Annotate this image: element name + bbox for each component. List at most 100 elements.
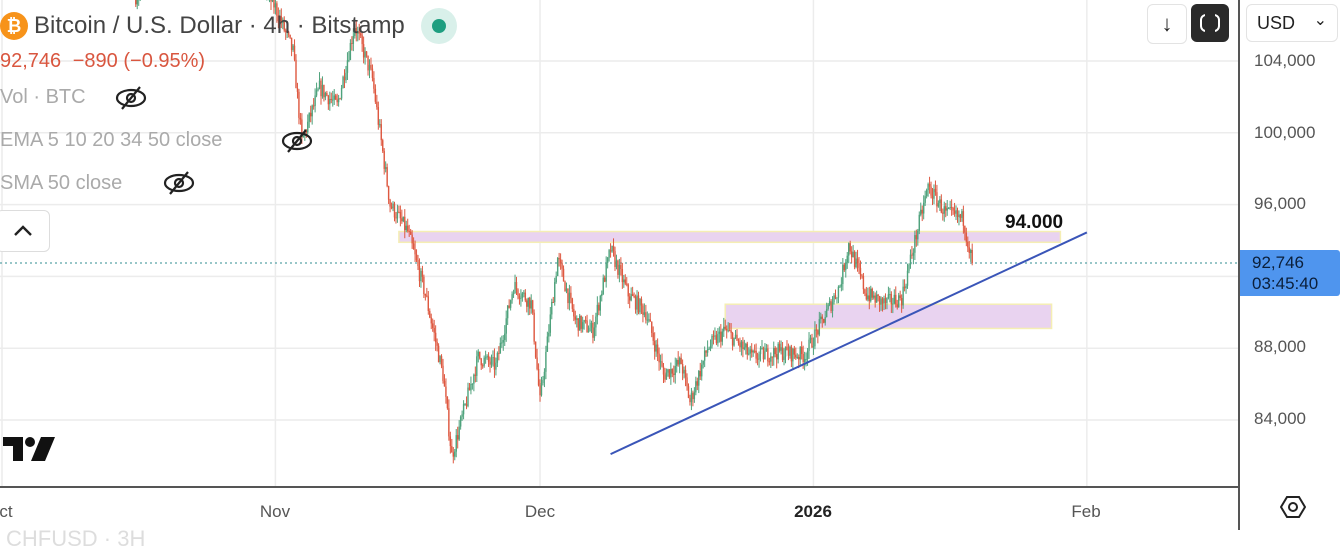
candle-body xyxy=(282,19,284,24)
candle-body xyxy=(305,130,307,133)
candle-body xyxy=(949,207,951,209)
candle-body xyxy=(740,341,743,348)
candle-body xyxy=(293,45,296,60)
candle-body xyxy=(504,333,506,341)
chart-settings-icon[interactable] xyxy=(1280,494,1306,520)
eye-off-icon[interactable] xyxy=(281,128,313,154)
candle-body xyxy=(936,192,938,207)
candle-body xyxy=(693,392,696,400)
price-chart[interactable] xyxy=(0,0,1238,486)
indicator-volume[interactable]: Vol · BTC xyxy=(0,86,86,109)
candle-body xyxy=(473,374,475,384)
candle-body xyxy=(561,263,563,269)
indicator-sma[interactable]: SMA 50 close xyxy=(0,172,122,195)
candle-body xyxy=(914,235,916,253)
candle-body xyxy=(390,206,393,209)
candle-body xyxy=(621,268,624,283)
candle-body xyxy=(581,322,584,329)
candle-body xyxy=(696,381,699,386)
candle-body xyxy=(454,451,456,457)
candle-body xyxy=(673,373,675,375)
candle-body xyxy=(786,346,788,351)
candle-body xyxy=(531,300,534,313)
candle-body xyxy=(448,408,450,437)
candle-body xyxy=(334,95,337,100)
candle-body xyxy=(665,372,668,380)
candle-body xyxy=(898,295,900,308)
candle-body xyxy=(943,206,945,214)
candle-body xyxy=(320,80,322,97)
price-tick: 96,000 xyxy=(1254,194,1306,213)
candle-body xyxy=(496,353,499,363)
candle-body xyxy=(587,331,590,333)
candle-body xyxy=(727,330,729,332)
candle-body xyxy=(662,366,665,375)
candle-body xyxy=(701,364,703,377)
currency-select[interactable]: USD ⌄ xyxy=(1246,4,1338,42)
indicator-ema[interactable]: EMA 5 10 20 34 50 close xyxy=(0,129,222,152)
candle-body xyxy=(365,51,368,56)
candle-body xyxy=(900,298,903,306)
candle-body xyxy=(401,218,403,222)
candle-body xyxy=(808,339,810,351)
candle-body xyxy=(715,335,718,344)
candle-body xyxy=(468,387,471,391)
candle-body xyxy=(358,31,360,34)
candle-body xyxy=(311,105,313,117)
candle-body xyxy=(781,347,784,360)
candle-body xyxy=(505,318,507,334)
candle-body xyxy=(577,318,579,331)
candle-body xyxy=(952,207,954,211)
candle-body xyxy=(465,403,468,407)
candle-body xyxy=(518,295,521,299)
candle-body xyxy=(922,202,925,214)
candle-body xyxy=(624,279,626,284)
candle-body xyxy=(859,267,862,276)
candle-body xyxy=(502,340,504,343)
collapse-legend-button[interactable] xyxy=(0,210,50,252)
candle-body xyxy=(357,31,359,34)
candle-body xyxy=(850,251,853,258)
candle-body xyxy=(415,254,418,261)
candle-body xyxy=(637,295,640,313)
candle-body xyxy=(549,314,552,333)
candle-body xyxy=(471,383,474,385)
candle-body xyxy=(770,356,772,362)
candle-body xyxy=(583,320,585,323)
price-axis[interactable]: USD ⌄ 104,000 100,000 96,000 88,000 84,0… xyxy=(1238,0,1340,530)
candle-body xyxy=(412,243,415,250)
candle-body xyxy=(774,347,776,355)
price-change: −890 xyxy=(72,50,118,72)
candle-body xyxy=(630,294,632,301)
eye-off-icon[interactable] xyxy=(163,170,195,196)
candle-body xyxy=(887,294,890,298)
candle-body xyxy=(683,369,685,374)
fullscreen-button[interactable] xyxy=(1191,4,1229,42)
candle-body xyxy=(670,368,672,378)
candle-body xyxy=(446,396,449,409)
candle-body xyxy=(601,294,603,296)
tradingview-logo xyxy=(3,437,55,461)
eye-off-icon[interactable] xyxy=(115,85,147,111)
symbol-header[interactable]: ₿ Bitcoin / U.S. Dollar · 4h · Bitstamp xyxy=(0,8,457,44)
candle-body xyxy=(457,435,459,440)
candle-body xyxy=(274,3,277,8)
candle-body xyxy=(558,257,560,260)
candle-body xyxy=(892,303,894,305)
candle-body xyxy=(803,358,806,362)
candle-body xyxy=(584,320,587,322)
candle-body xyxy=(348,59,350,61)
time-axis[interactable]: ct Nov Dec 2026 Feb xyxy=(0,486,1238,532)
scroll-to-latest-button[interactable]: ↓ xyxy=(1147,4,1187,44)
candle-body xyxy=(873,295,875,298)
price-tick: 104,000 xyxy=(1254,51,1316,70)
candle-body xyxy=(484,357,487,359)
candle-body xyxy=(877,294,879,296)
candle-body xyxy=(915,235,918,240)
candle-body xyxy=(292,45,294,50)
candle-body xyxy=(312,105,315,107)
candle-body xyxy=(411,234,413,244)
time-tick: Dec xyxy=(524,502,556,521)
candle-body xyxy=(773,347,775,358)
currency-value: USD xyxy=(1257,12,1296,33)
